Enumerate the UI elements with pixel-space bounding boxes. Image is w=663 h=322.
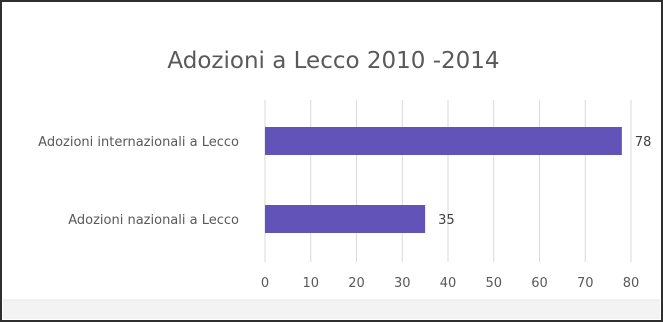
bar [265,205,426,233]
bar [265,127,622,155]
gridlines [264,100,632,262]
data-label: 35 [438,213,455,228]
data-labels: 78 35 [438,135,651,228]
x-tick-label: 60 [531,276,548,291]
bars [265,127,622,233]
x-tick-label: 20 [348,276,365,291]
x-tick-label: 30 [394,276,411,291]
category-label: Adozioni internazionali a Lecco [38,135,239,150]
outer-shade-bottom [3,300,660,319]
x-tick-label: 10 [302,276,319,291]
x-tick-label: 0 [261,276,269,291]
chart-title: Adozioni a Lecco 2010 -2014 [167,48,500,74]
x-tick-label: 40 [440,276,457,291]
data-label: 78 [635,135,652,150]
x-tick-labels: 0 10 20 30 40 50 60 70 80 [261,276,639,291]
x-tick-label: 80 [623,276,640,291]
x-tick-label: 70 [577,276,594,291]
category-labels: Adozioni internazionali a Lecco Adozioni … [38,135,239,228]
category-label: Adozioni nazionali a Lecco [68,213,239,228]
x-tick-label: 50 [485,276,502,291]
